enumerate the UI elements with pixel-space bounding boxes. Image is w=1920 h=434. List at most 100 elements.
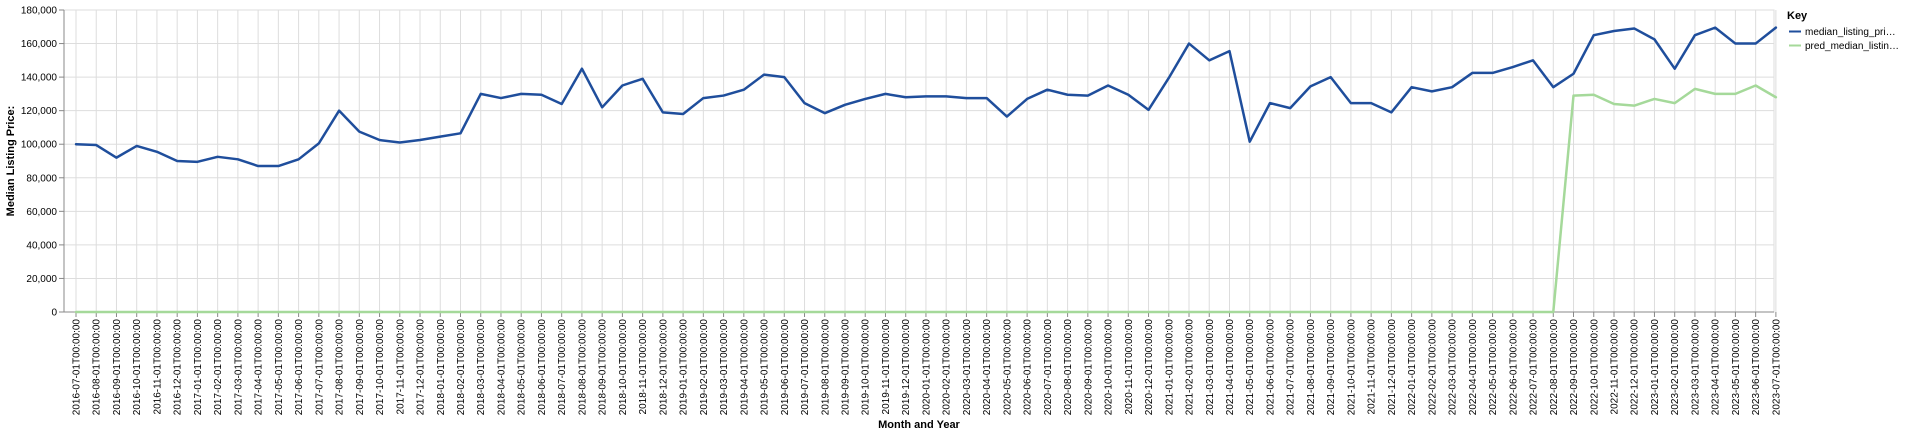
x-tick-label: 2023-01-01T00:00:00 — [1650, 319, 1661, 416]
x-tick-label: 2017-12-01T00:00:00 — [416, 319, 427, 416]
x-tick-label: 2019-07-01T00:00:00 — [800, 319, 811, 416]
x-tick-label: 2023-04-01T00:00:00 — [1711, 319, 1722, 416]
x-tick-label: 2018-10-01T00:00:00 — [618, 319, 629, 416]
x-tick-label: 2017-10-01T00:00:00 — [375, 319, 386, 416]
legend-label-1: pred_median_listin… — [1805, 41, 1899, 52]
x-tick-label: 2022-08-01T00:00:00 — [1549, 319, 1560, 416]
x-tick-label: 2020-04-01T00:00:00 — [982, 319, 993, 416]
x-tick-label: 2020-07-01T00:00:00 — [1043, 319, 1054, 416]
x-tick-label: 2022-02-01T00:00:00 — [1427, 319, 1438, 416]
x-tick-label: 2020-03-01T00:00:00 — [962, 319, 973, 416]
x-tick-label: 2021-10-01T00:00:00 — [1346, 319, 1357, 416]
x-tick-label: 2022-09-01T00:00:00 — [1569, 319, 1580, 416]
x-tick-label: 2018-09-01T00:00:00 — [598, 319, 609, 416]
x-tick-label: 2023-03-01T00:00:00 — [1690, 319, 1701, 416]
x-tick-label: 2017-04-01T00:00:00 — [254, 319, 265, 416]
y-tick-label: 160,000 — [21, 39, 58, 50]
x-tick-label: 2021-02-01T00:00:00 — [1185, 319, 1196, 416]
x-tick-label: 2021-11-01T00:00:00 — [1367, 319, 1378, 415]
y-tick-label: 100,000 — [21, 140, 58, 151]
x-tick-label: 2022-07-01T00:00:00 — [1529, 319, 1540, 416]
x-tick-label: 2021-03-01T00:00:00 — [1205, 319, 1216, 416]
x-tick-label: 2020-12-01T00:00:00 — [1144, 319, 1155, 416]
y-axis-title: Median Listing Price: — [5, 106, 17, 217]
x-tick-label: 2021-05-01T00:00:00 — [1245, 319, 1256, 416]
x-tick-label: 2018-01-01T00:00:00 — [436, 319, 447, 416]
x-tick-label: 2017-02-01T00:00:00 — [213, 319, 224, 416]
x-axis-title: Month and Year — [878, 419, 960, 431]
x-tick-label: 2018-11-01T00:00:00 — [638, 319, 649, 415]
x-tick-label: 2017-07-01T00:00:00 — [314, 319, 325, 416]
y-tick-label: 180,000 — [21, 6, 58, 17]
x-tick-label: 2021-04-01T00:00:00 — [1225, 319, 1236, 416]
x-tick-label: 2022-10-01T00:00:00 — [1589, 319, 1600, 416]
x-tick-label: 2019-05-01T00:00:00 — [760, 319, 771, 416]
x-tick-label: 2017-08-01T00:00:00 — [335, 319, 346, 416]
x-tick-label: 2019-08-01T00:00:00 — [820, 319, 831, 416]
x-tick-label: 2019-03-01T00:00:00 — [719, 319, 730, 416]
y-tick-label: 140,000 — [21, 73, 58, 84]
x-tick-label: 2021-07-01T00:00:00 — [1286, 319, 1297, 416]
x-tick-label: 2020-06-01T00:00:00 — [1023, 319, 1034, 416]
x-tick-label: 2019-01-01T00:00:00 — [679, 319, 690, 416]
x-tick-label: 2022-11-01T00:00:00 — [1609, 319, 1620, 415]
x-tick-label: 2017-01-01T00:00:00 — [193, 319, 204, 416]
y-tick-label: 0 — [51, 308, 57, 319]
x-tick-label: 2018-12-01T00:00:00 — [658, 319, 669, 416]
x-tick-label: 2022-12-01T00:00:00 — [1630, 319, 1641, 416]
x-tick-label: 2016-12-01T00:00:00 — [173, 319, 184, 416]
x-tick-label: 2021-12-01T00:00:00 — [1387, 319, 1398, 416]
x-tick-label: 2021-08-01T00:00:00 — [1306, 319, 1317, 416]
y-tick-label: 60,000 — [26, 207, 57, 218]
x-tick-label: 2020-02-01T00:00:00 — [942, 319, 953, 416]
x-tick-label: 2019-02-01T00:00:00 — [699, 319, 710, 416]
x-tick-label: 2019-09-01T00:00:00 — [840, 319, 851, 416]
x-tick-label: 2021-01-01T00:00:00 — [1164, 319, 1175, 416]
x-tick-label: 2019-04-01T00:00:00 — [739, 319, 750, 416]
y-tick-label: 20,000 — [26, 274, 57, 285]
x-tick-label: 2016-09-01T00:00:00 — [112, 319, 123, 416]
x-tick-label: 2017-03-01T00:00:00 — [233, 319, 244, 416]
legend-title: Key — [1787, 10, 1808, 22]
x-tick-label: 2017-06-01T00:00:00 — [294, 319, 305, 416]
series-line-1 — [74, 84, 1778, 314]
x-tick-label: 2020-10-01T00:00:00 — [1104, 319, 1115, 416]
x-tick-label: 2020-05-01T00:00:00 — [1002, 319, 1013, 416]
x-tick-label: 2016-08-01T00:00:00 — [92, 319, 103, 416]
x-tick-label: 2023-07-01T00:00:00 — [1771, 319, 1782, 416]
x-tick-label: 2016-10-01T00:00:00 — [132, 319, 143, 416]
x-tick-label: 2019-11-01T00:00:00 — [881, 319, 892, 415]
x-tick-label: 2023-05-01T00:00:00 — [1731, 319, 1742, 416]
series-lines — [74, 26, 1778, 314]
axes: 0 20,000 40,000 60,000 80,000 100,000 120,000 1… — [21, 6, 1783, 416]
x-tick-label: 2022-01-01T00:00:00 — [1407, 319, 1418, 416]
legend-label-0: median_listing_pri… — [1805, 27, 1896, 38]
x-tick-label: 2018-07-01T00:00:00 — [557, 319, 568, 416]
x-tick-label: 2020-11-01T00:00:00 — [1124, 319, 1135, 415]
x-tick-label: 2017-09-01T00:00:00 — [355, 319, 366, 416]
y-tick-label: 40,000 — [26, 240, 57, 251]
x-tick-label: 2016-07-01T00:00:00 — [72, 319, 83, 416]
x-tick-label: 2022-06-01T00:00:00 — [1508, 319, 1519, 416]
x-tick-label: 2018-08-01T00:00:00 — [577, 319, 588, 416]
x-tick-label: 2021-09-01T00:00:00 — [1326, 319, 1337, 416]
x-tick-label: 2019-12-01T00:00:00 — [901, 319, 912, 416]
plot-frame — [63, 9, 1775, 313]
x-tick-label: 2019-06-01T00:00:00 — [780, 319, 791, 416]
legend: Key median_listing_pri… pred_median_listi… — [1787, 10, 1899, 52]
x-tick-label: 2017-11-01T00:00:00 — [395, 319, 406, 415]
series-line-0 — [74, 26, 1778, 168]
x-tick-label: 2019-10-01T00:00:00 — [861, 319, 872, 416]
x-tick-label: 2018-04-01T00:00:00 — [496, 319, 507, 416]
x-tick-label: 2018-03-01T00:00:00 — [476, 319, 487, 416]
x-tick-label: 2022-03-01T00:00:00 — [1448, 319, 1459, 416]
x-tick-label: 2016-11-01T00:00:00 — [152, 319, 163, 415]
y-tick-label: 120,000 — [21, 106, 58, 117]
x-tick-label: 2020-08-01T00:00:00 — [1063, 319, 1074, 416]
x-tick-label: 2020-01-01T00:00:00 — [921, 319, 932, 416]
grid — [63, 9, 1777, 313]
x-tick-label: 2018-02-01T00:00:00 — [456, 319, 467, 416]
x-tick-label: 2017-05-01T00:00:00 — [274, 319, 285, 416]
x-tick-label: 2022-04-01T00:00:00 — [1468, 319, 1479, 416]
